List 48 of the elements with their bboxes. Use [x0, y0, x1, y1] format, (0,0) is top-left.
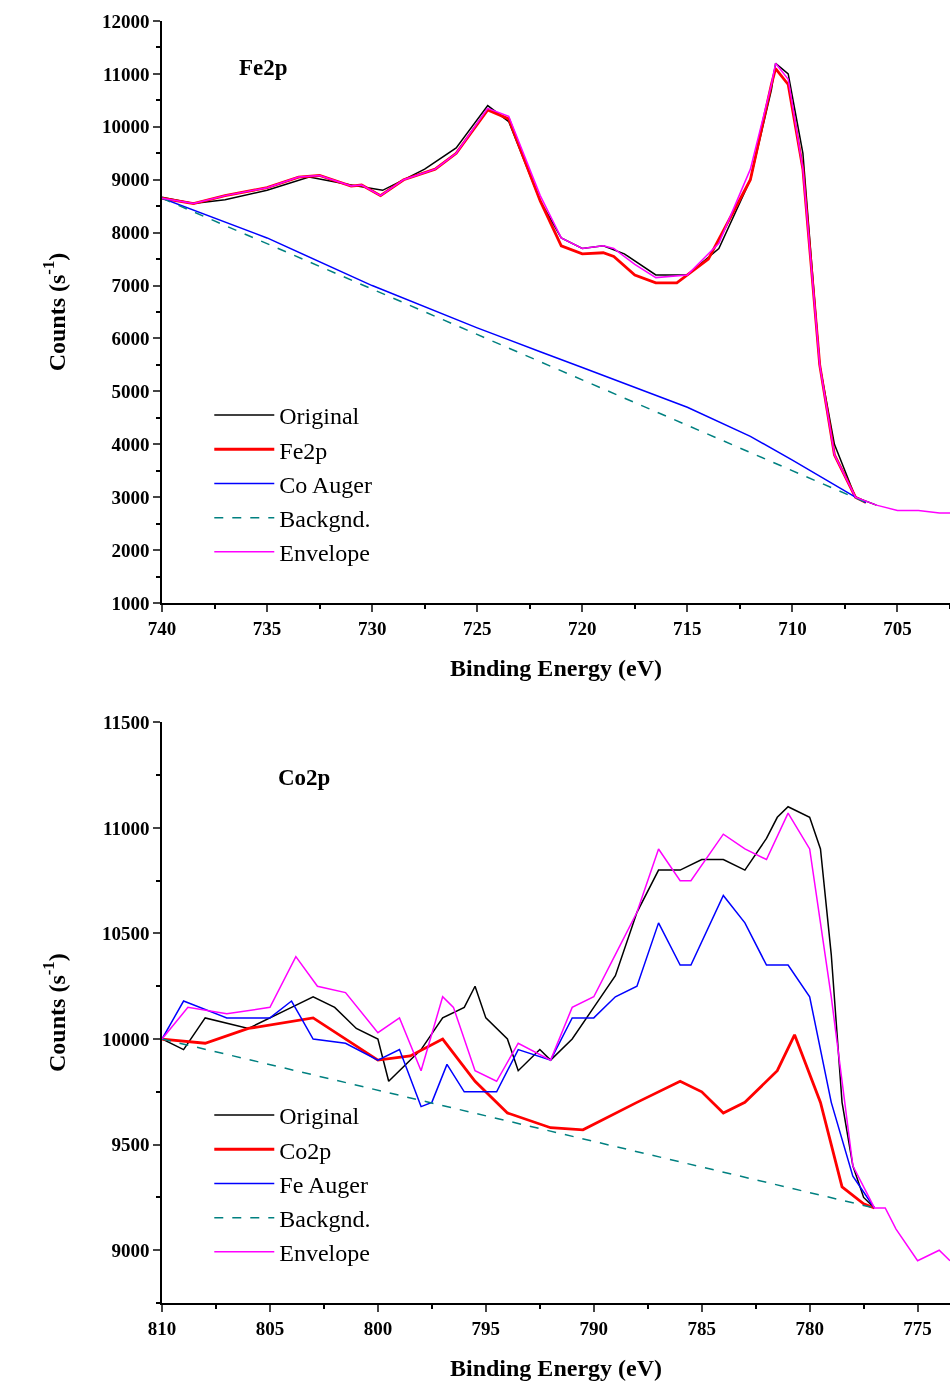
y-tick-label: 10000: [101, 1028, 150, 1050]
x-axis-title: Binding Energy (eV): [449, 1355, 663, 1382]
x-tick-label: 740: [147, 617, 177, 639]
legend-label: Original: [279, 403, 360, 430]
x-axis-title: Binding Energy (eV): [449, 655, 663, 682]
x-tick-label: 810: [147, 1317, 177, 1339]
y-tick-label: 10500: [101, 923, 150, 945]
x-tick-label: 795: [471, 1317, 501, 1339]
y-tick-label: 7000: [111, 275, 150, 297]
y-tick-label: 1000: [111, 592, 150, 614]
y-tick-label: 4000: [111, 433, 150, 455]
y-tick-label: 11000: [103, 817, 150, 839]
legend-label: Fe2p: [279, 437, 328, 464]
legend-label: Co2p: [279, 1137, 332, 1164]
y-tick-label: 8000: [111, 222, 150, 244]
x-tick-label: 790: [579, 1317, 609, 1339]
y-tick-label: 9000: [111, 1239, 150, 1261]
x-tick-label: 780: [795, 1317, 824, 1339]
legend-label: Backgnd.: [279, 505, 371, 532]
annotation: Co2p: [278, 765, 331, 790]
x-tick-label: 805: [255, 1317, 285, 1339]
legend-label: Envelope: [279, 540, 370, 567]
y-tick-label: 10000: [101, 116, 150, 138]
annotation: Fe2p: [239, 55, 288, 80]
y-tick-label: 9500: [111, 1134, 150, 1156]
legend-label: Fe Auger: [279, 1171, 368, 1198]
y-tick-label: 5000: [111, 381, 150, 403]
legend-label: Backgnd.: [279, 1206, 371, 1233]
x-tick-label: 735: [252, 617, 282, 639]
x-tick-label: 715: [673, 617, 702, 639]
y-tick-label: 11500: [103, 711, 150, 733]
x-tick-label: 785: [687, 1317, 716, 1339]
legend-label: Envelope: [279, 1240, 370, 1267]
legend-label: Co Auger: [279, 471, 372, 498]
y-tick-label: 2000: [111, 539, 150, 561]
x-tick-label: 775: [903, 1317, 932, 1339]
legend-label: Original: [279, 1103, 360, 1130]
x-tick-label: 730: [357, 617, 387, 639]
x-tick-label: 720: [568, 617, 597, 639]
y-tick-label: 9000: [111, 169, 150, 191]
x-tick-label: 725: [462, 617, 492, 639]
y-tick-label: 3000: [111, 486, 150, 508]
x-tick-label: 705: [883, 617, 912, 639]
y-tick-label: 11000: [103, 63, 150, 85]
y-tick-label: 6000: [111, 328, 150, 350]
x-tick-label: 710: [778, 617, 807, 639]
y-tick-label: 12000: [101, 10, 150, 32]
x-tick-label: 800: [363, 1317, 393, 1339]
